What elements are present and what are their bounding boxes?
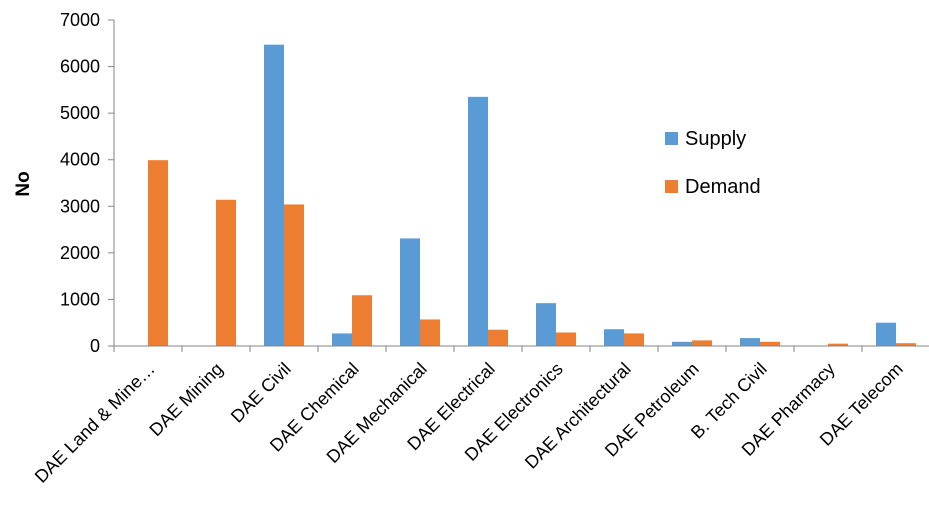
y-tick-label: 3000 <box>60 196 100 216</box>
bar-supply-4 <box>400 238 420 346</box>
bar-demand-7 <box>624 333 644 346</box>
x-category-label: DAE Mining <box>145 359 226 440</box>
legend: Supply Demand <box>665 128 761 198</box>
bar-supply-3 <box>332 333 352 346</box>
bar-demand-3 <box>352 295 372 346</box>
y-tick-label: 0 <box>90 336 100 356</box>
y-axis-title: No <box>13 171 34 196</box>
y-tick-label: 2000 <box>60 243 100 263</box>
legend-label-supply: Supply <box>685 128 746 150</box>
bar-demand-5 <box>488 329 508 346</box>
y-tick-label: 5000 <box>60 103 100 123</box>
y-tick-label: 6000 <box>60 57 100 77</box>
y-tick-label: 7000 <box>60 10 100 30</box>
bar-demand-2 <box>284 204 304 346</box>
y-tick-labels: 0 1000 2000 3000 4000 5000 6000 7000 <box>60 10 100 356</box>
bar-demand-10 <box>828 343 848 346</box>
legend-swatch-supply <box>665 132 678 145</box>
bar-demand-11 <box>896 343 916 346</box>
legend-swatch-demand <box>665 180 678 193</box>
bars-group <box>148 44 916 346</box>
bar-supply-8 <box>672 341 692 346</box>
bar-demand-6 <box>556 332 576 346</box>
legend-label-demand: Demand <box>685 176 761 198</box>
bar-supply-11 <box>876 322 896 346</box>
x-category-label: DAE Land & Mine… <box>31 359 159 487</box>
bar-demand-4 <box>420 319 440 346</box>
bar-demand-9 <box>760 341 780 346</box>
bar-demand-1 <box>216 199 236 346</box>
bar-supply-5 <box>468 96 488 346</box>
x-category-label: DAE Civil <box>227 359 295 427</box>
y-tick-label: 1000 <box>60 289 100 309</box>
bar-supply-2 <box>264 44 284 346</box>
bar-demand-0 <box>148 160 168 346</box>
bar-supply-6 <box>536 303 556 346</box>
bar-demand-8 <box>692 340 712 346</box>
axes-group <box>108 19 929 352</box>
y-tick-label: 4000 <box>60 150 100 170</box>
bar-supply-7 <box>604 329 624 346</box>
bar-supply-9 <box>740 338 760 346</box>
